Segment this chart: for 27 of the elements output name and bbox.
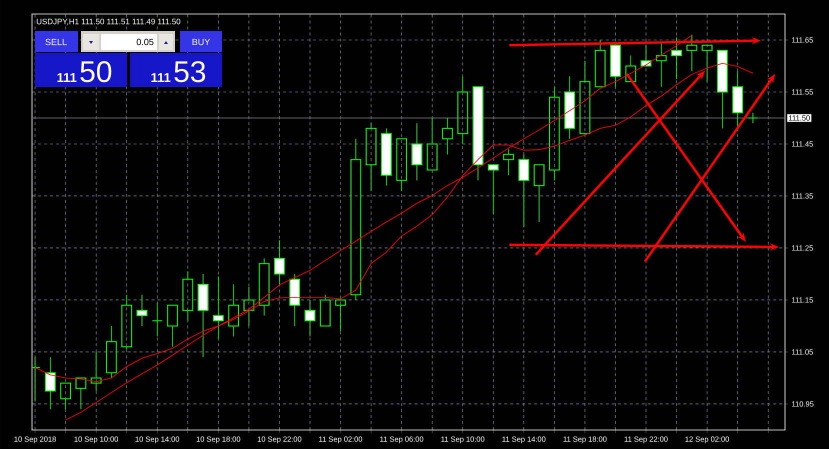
candlestick <box>656 42 667 88</box>
annotation: 111 <box>57 73 76 82</box>
candlestick <box>442 118 453 155</box>
candlestick <box>212 276 224 340</box>
candlestick <box>380 128 392 186</box>
annotation: 53 <box>174 61 206 82</box>
candlestick <box>412 122 422 181</box>
annotation: SELL <box>45 38 67 46</box>
annotation: BUY <box>192 38 210 46</box>
candlestick <box>748 112 758 124</box>
candlestick <box>671 36 682 80</box>
candlestick <box>503 148 514 176</box>
candlestick <box>198 274 208 358</box>
candlestick <box>228 284 240 337</box>
candlestick <box>457 76 468 144</box>
candlestick <box>548 86 560 181</box>
candlestick <box>274 240 285 285</box>
candlestick <box>366 122 376 192</box>
annotation: 0.05 <box>136 38 154 46</box>
candlestick <box>304 300 316 337</box>
candlestick <box>44 356 56 410</box>
candlestick <box>136 294 148 326</box>
annotation: 50 <box>80 61 112 82</box>
annotation: 111 <box>151 73 170 82</box>
candlestick <box>564 76 576 140</box>
candlestick <box>244 286 254 326</box>
candlestick <box>152 302 163 337</box>
